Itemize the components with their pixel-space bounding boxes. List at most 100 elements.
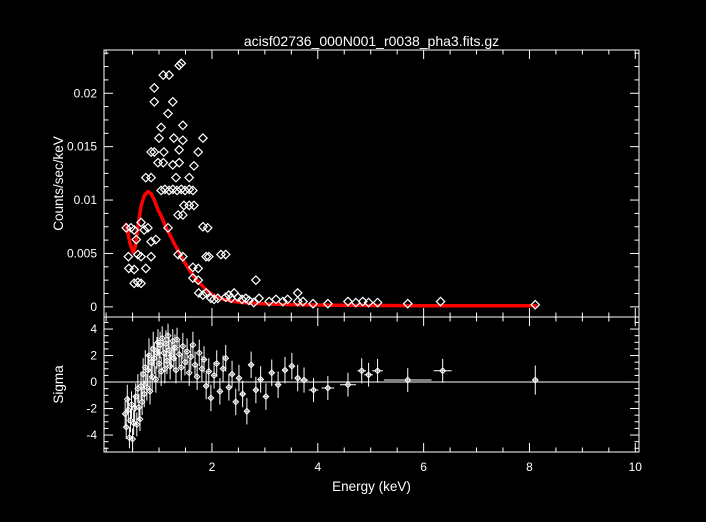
residual-diamond-marker — [222, 354, 230, 362]
diamond-marker — [135, 251, 147, 262]
residual-diamond-marker — [213, 359, 221, 368]
diamond-marker — [177, 135, 188, 146]
diamond-marker — [132, 277, 143, 288]
diamond-marker — [153, 133, 165, 144]
residual-diamond-marker — [324, 384, 332, 392]
residual-diamond-marker — [193, 373, 201, 381]
residual-diamond-marker — [358, 367, 366, 375]
residual-diamond-marker — [185, 369, 193, 377]
diamond-marker — [372, 297, 383, 308]
diamond-marker — [402, 298, 413, 309]
diamond-marker — [250, 275, 261, 286]
x-tick-label: 8 — [526, 460, 533, 474]
x-axis-ticks — [105, 50, 636, 452]
residual-diamond-marker — [152, 375, 160, 383]
diamond-marker — [254, 293, 265, 304]
residual-diamond-marker — [125, 434, 133, 442]
diamond-marker — [139, 224, 150, 236]
diamond-marker — [174, 144, 185, 155]
residual-diamond-marker — [157, 367, 165, 375]
diamond-marker — [156, 185, 167, 196]
diamond-marker — [146, 146, 157, 158]
residual-diamond-marker — [130, 419, 138, 427]
residual-diamond-marker — [150, 354, 158, 362]
diamond-marker — [173, 249, 184, 260]
diamond-marker — [357, 296, 368, 307]
diamond-marker — [177, 209, 188, 221]
diamond-marker — [164, 70, 175, 81]
spectrum-y-axis-title: Counts/sec/keV — [51, 136, 66, 231]
diamond-marker — [188, 200, 200, 211]
residual-diamond-marker — [189, 341, 197, 349]
diamond-marker — [202, 222, 213, 233]
residual-diamond-marker — [274, 381, 282, 389]
residual-y-tick-label: 2 — [90, 349, 97, 363]
diamond-marker — [203, 251, 214, 262]
residual-diamond-marker — [172, 366, 180, 374]
residual-diamond-marker — [288, 362, 296, 370]
residual-diamond-marker — [175, 350, 183, 358]
x-tick-label: 2 — [209, 460, 216, 474]
model-line-layer — [124, 189, 538, 308]
diamond-marker — [282, 294, 293, 305]
residual-diamond-marker — [144, 366, 152, 374]
residual-diamond-marker — [200, 356, 208, 364]
diamond-marker — [188, 160, 200, 171]
diamond-marker — [297, 296, 309, 307]
residual-diamond-marker — [243, 407, 251, 415]
residual-diamond-marker — [135, 403, 143, 411]
residual-diamond-marker — [136, 415, 144, 423]
axes — [103, 49, 640, 453]
diamond-marker — [135, 217, 147, 228]
diamond-marker — [197, 290, 209, 301]
diamond-marker — [149, 96, 160, 107]
diamond-marker — [223, 290, 234, 301]
diamond-marker — [363, 297, 374, 308]
residual-diamond-marker — [177, 363, 185, 371]
diamond-marker — [140, 263, 151, 274]
residual-diamond-marker — [531, 376, 539, 384]
residual-y-tick-label: 4 — [90, 322, 97, 336]
diamond-marker — [201, 287, 212, 299]
diamond-marker — [174, 157, 185, 168]
diamond-marker — [158, 157, 169, 168]
diamond-marker — [248, 297, 259, 308]
diamond-marker — [162, 222, 174, 233]
residual-diamond-marker — [239, 390, 247, 398]
residual-diamond-marker — [300, 376, 308, 384]
residual-diamond-marker — [262, 393, 270, 401]
spectrum-y-tick-label: 0.01 — [74, 193, 98, 207]
diamond-marker — [205, 293, 216, 304]
residual-diamond-marker — [148, 373, 156, 381]
spectrum-y-tick-label: 0 — [90, 300, 97, 314]
diamond-marker — [162, 108, 174, 119]
spectrum-y-tick-label: 0.02 — [74, 86, 98, 100]
diamond-marker — [193, 146, 204, 158]
diamond-marker — [129, 264, 140, 275]
plot-title: acisf02736_000N001_r0038_pha3.fits.gz — [244, 33, 499, 49]
diamond-marker — [170, 172, 182, 183]
diamond-marker — [142, 222, 153, 233]
diamond-marker — [158, 146, 169, 158]
residual-diamond-marker — [207, 394, 215, 402]
diamond-marker — [342, 296, 354, 307]
spectrum-y-tick-label: 0.015 — [67, 140, 97, 154]
residual-diamond-marker — [235, 374, 243, 382]
residual-diamond-marker — [219, 365, 227, 373]
residual-y-tick-label: 0 — [90, 375, 97, 389]
diamond-marker — [131, 234, 142, 245]
residual-diamond-marker — [294, 374, 302, 382]
diamond-marker — [187, 185, 198, 196]
residual-diamond-marker — [183, 348, 191, 356]
residual-diamond-marker — [173, 336, 181, 344]
residual-diamond-marker — [344, 381, 352, 389]
diamond-marker — [167, 96, 178, 107]
diamond-marker — [177, 120, 188, 131]
diamond-marker — [177, 251, 188, 262]
residual-diamond-marker — [225, 383, 233, 391]
residual-diamond-marker — [232, 398, 240, 406]
residual-y-tick-label: -4 — [86, 428, 97, 442]
diamond-marker — [220, 249, 231, 260]
